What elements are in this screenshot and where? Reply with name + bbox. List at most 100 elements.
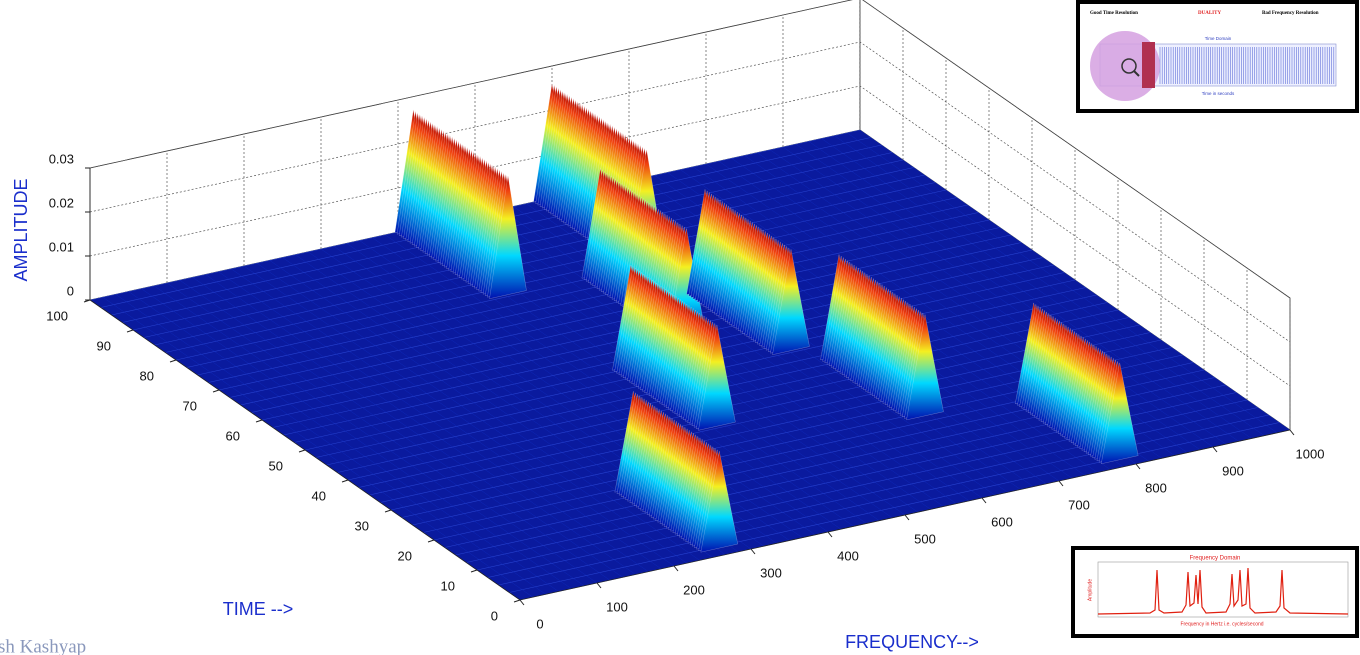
ridge-slice [698, 324, 736, 431]
y-tick [298, 449, 306, 453]
x-tick [1289, 429, 1295, 436]
surface-mesh [782, 146, 1214, 448]
x-tick-label: 700 [1068, 497, 1090, 512]
plot-area: 0100200300400500600700800900100001020304… [46, 0, 1324, 631]
x-tick [1212, 446, 1218, 453]
y-tick-label: 100 [46, 308, 68, 323]
y-tick-label: 10 [441, 578, 455, 593]
y-tick [470, 569, 478, 573]
y-tick-label: 50 [269, 458, 283, 473]
surface-mesh [385, 234, 816, 536]
y-tick-label: 30 [355, 518, 369, 533]
ridge [614, 391, 739, 553]
inset-label: DUALITY [1198, 11, 1221, 16]
surface-mesh [770, 149, 1201, 451]
inset-axis-label: Time in seconds [1202, 91, 1235, 96]
time-domain-inset: Good Time Resolution DUALITY Bad Frequen… [1076, 0, 1359, 113]
ridge-slice [700, 451, 739, 553]
x-tick [750, 548, 756, 555]
x-tick-label: 900 [1222, 463, 1244, 478]
surface-mesh [795, 143, 1226, 445]
ridge [394, 109, 527, 300]
surface-mesh [179, 279, 610, 581]
z-tick-label: 0.03 [49, 151, 74, 166]
inset-label: Good Time Resolution [1090, 11, 1138, 16]
inset-label: Bad Frequency Resolution [1262, 11, 1319, 16]
y-tick [427, 539, 435, 543]
z-axis-title: AMPLITUDE [11, 178, 31, 281]
surface-mesh [128, 291, 559, 592]
x-axis-title: FREQUENCY--> [845, 632, 979, 652]
inset-axis-label: Frequency in Hertz i.e. cycles/second [1180, 621, 1263, 627]
z-tick-label: 0.02 [49, 195, 74, 210]
y-tick [513, 599, 521, 603]
watermark: sh Kashyap [0, 636, 86, 655]
x-tick [1135, 463, 1141, 470]
inset-axes [1097, 561, 1349, 618]
x-tick-label: 100 [606, 599, 628, 614]
z-tick-label: 0.01 [49, 239, 74, 254]
surface-mesh [859, 129, 1291, 431]
ridge-slice [1100, 362, 1139, 465]
magnifier-icon [1121, 58, 1137, 74]
y-tick [255, 419, 263, 423]
surface-mesh [243, 265, 675, 567]
surface-mesh [102, 296, 533, 598]
inset-title: Time Domain [1205, 36, 1232, 41]
y-tick [169, 359, 177, 363]
inset-title: Frequency Domain [1190, 556, 1241, 562]
x-tick-label: 500 [914, 531, 936, 546]
surface-mesh [154, 285, 585, 587]
x-tick-label: 600 [991, 514, 1013, 529]
spectrum-curve [1097, 567, 1349, 615]
x-tick [981, 497, 987, 504]
ridge [612, 264, 736, 431]
ridge [1014, 302, 1139, 465]
y-tick [212, 389, 220, 393]
surface-mesh [372, 237, 803, 538]
surface-mesh [192, 277, 623, 578]
surface-mesh [115, 294, 546, 595]
y-tick [341, 479, 349, 483]
surface-mesh [847, 132, 1278, 434]
surface-mesh [141, 288, 572, 589]
x-tick-label: 0 [536, 616, 543, 631]
x-tick [904, 514, 910, 521]
surface-mesh [834, 135, 1265, 436]
x-tick [673, 565, 679, 572]
y-tick [384, 509, 392, 513]
x-tick-label: 200 [683, 582, 705, 597]
ridge-slice [906, 314, 944, 421]
y-tick-label: 90 [97, 338, 111, 353]
surface-mesh [269, 260, 700, 561]
x-tick [827, 531, 833, 538]
surface-mesh [256, 262, 687, 564]
x-tick-label: 400 [837, 548, 859, 563]
z-tick-label: 0 [67, 283, 74, 298]
grid-line [89, 41, 1291, 343]
y-tick-label: 20 [398, 548, 412, 563]
x-tick [596, 582, 602, 589]
surface-mesh [513, 206, 944, 507]
inset-wave [1159, 47, 1335, 84]
grid-line [89, 85, 1291, 387]
frequency-domain-inset: Frequency Domain Amplitude Frequency in … [1071, 546, 1359, 638]
y-tick-label: 80 [140, 368, 154, 383]
surface-mesh [231, 268, 662, 570]
x-tick-label: 800 [1145, 480, 1167, 495]
surface-mesh [821, 138, 1252, 439]
x-tick-label: 1000 [1296, 446, 1325, 461]
ridge [686, 189, 810, 356]
y-tick-label: 70 [183, 398, 197, 413]
x-tick-label: 300 [760, 565, 782, 580]
y-tick-label: 0 [491, 608, 498, 623]
ridge [820, 254, 944, 421]
y-tick-label: 60 [226, 428, 240, 443]
y-tick-label: 40 [312, 488, 326, 503]
x-tick [519, 599, 525, 606]
y-axis-title: TIME --> [223, 599, 294, 619]
surface-mesh [808, 141, 1239, 442]
surface-mesh [218, 271, 649, 572]
magnifier-icon [1133, 70, 1140, 77]
